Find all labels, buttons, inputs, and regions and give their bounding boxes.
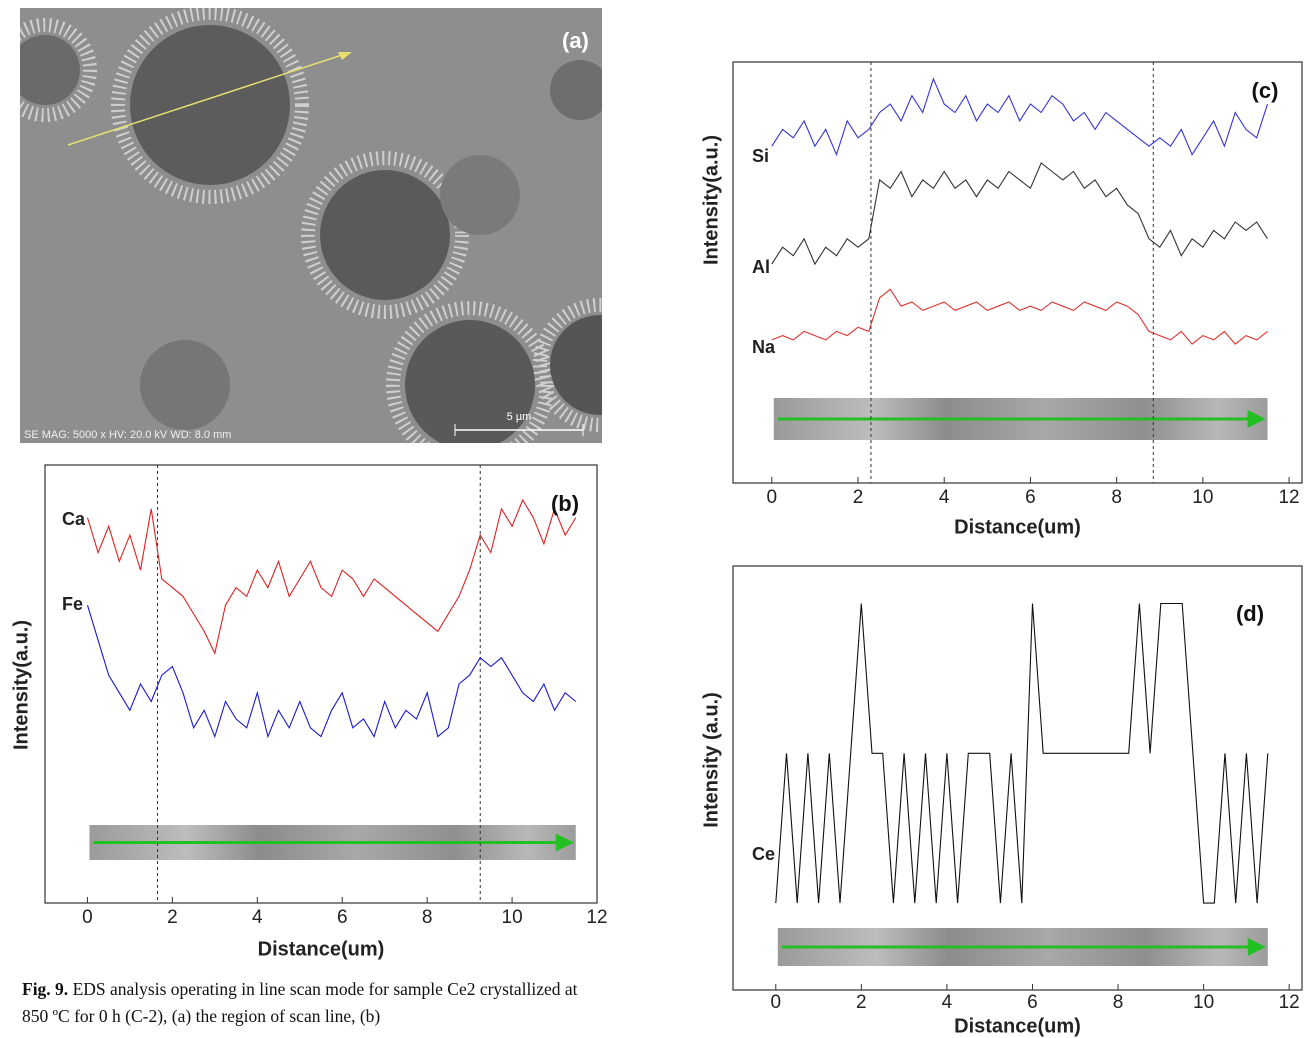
x-tick-label: 4 xyxy=(252,907,263,928)
series-line xyxy=(775,602,1269,904)
x-tick-label: 2 xyxy=(853,487,864,508)
series-line xyxy=(771,288,1268,345)
x-tick-label: 12 xyxy=(586,907,607,928)
x-tick-label: 0 xyxy=(767,487,778,508)
x-tick-label: 10 xyxy=(1192,487,1213,508)
series-line xyxy=(771,77,1269,157)
series-line xyxy=(86,498,577,655)
x-axis-label: Distance(um) xyxy=(954,1015,1081,1037)
image-info: SE MAG: 5000 x HV: 20.0 kV WD: 8.0 mm xyxy=(24,429,231,441)
plot-frame xyxy=(732,61,1303,484)
x-tick-label: 6 xyxy=(1027,992,1038,1013)
panel-label: (b) xyxy=(551,491,579,516)
x-tick-label: 6 xyxy=(337,907,348,928)
x-tick-label: 4 xyxy=(942,992,953,1013)
x-tick-label: 12 xyxy=(1279,992,1300,1013)
series-label: Ca xyxy=(62,509,86,529)
series-label: Si xyxy=(752,146,769,166)
x-axis-label: Distance(um) xyxy=(258,938,385,960)
x-tick-label: 12 xyxy=(1278,487,1299,508)
caption-label: Fig. 9. xyxy=(22,979,69,999)
panel-label: (d) xyxy=(1236,601,1264,626)
series-label: Na xyxy=(752,337,776,357)
plot-frame xyxy=(732,565,1303,991)
y-axis-label: Intensity(a.u.) xyxy=(10,620,32,750)
caption-text: EDS analysis operating in line scan mode… xyxy=(22,979,578,1026)
y-axis-label: Intensity (a.u.) xyxy=(700,692,722,828)
scale-bar-label: 5 µm xyxy=(507,411,532,423)
y-axis-label: Intensity(a.u.) xyxy=(700,135,722,265)
caption: Fig. 9. EDS analysis operating in line s… xyxy=(22,976,607,1030)
x-tick-label: 4 xyxy=(939,487,950,508)
x-tick-label: 10 xyxy=(1193,992,1214,1013)
x-tick-label: 8 xyxy=(1111,487,1122,508)
x-tick-label: 10 xyxy=(502,907,523,928)
x-tick-label: 8 xyxy=(422,907,433,928)
series-label: Al xyxy=(752,257,770,277)
x-tick-label: 0 xyxy=(770,992,781,1013)
image-label: (a) xyxy=(562,28,589,53)
x-tick-label: 8 xyxy=(1113,992,1124,1013)
scan-arrow-head xyxy=(1247,410,1266,428)
series-label: Fe xyxy=(62,594,83,614)
plot-frame xyxy=(44,464,598,904)
scan-arrow-head xyxy=(555,833,574,852)
sem-image: 5 µm SE MAG: 5000 x HV: 20.0 kV WD: 8.0 … xyxy=(20,8,602,443)
series-line xyxy=(86,605,577,739)
series-label: Ce xyxy=(752,844,775,864)
x-tick-label: 0 xyxy=(82,907,93,928)
x-axis-label: Distance(um) xyxy=(954,516,1081,538)
x-tick-label: 6 xyxy=(1025,487,1036,508)
x-tick-label: 2 xyxy=(856,992,867,1013)
x-tick-label: 2 xyxy=(167,907,178,928)
series-line xyxy=(771,162,1268,266)
scan-arrow-head xyxy=(1247,938,1266,956)
panel-label: (c) xyxy=(1252,78,1279,103)
